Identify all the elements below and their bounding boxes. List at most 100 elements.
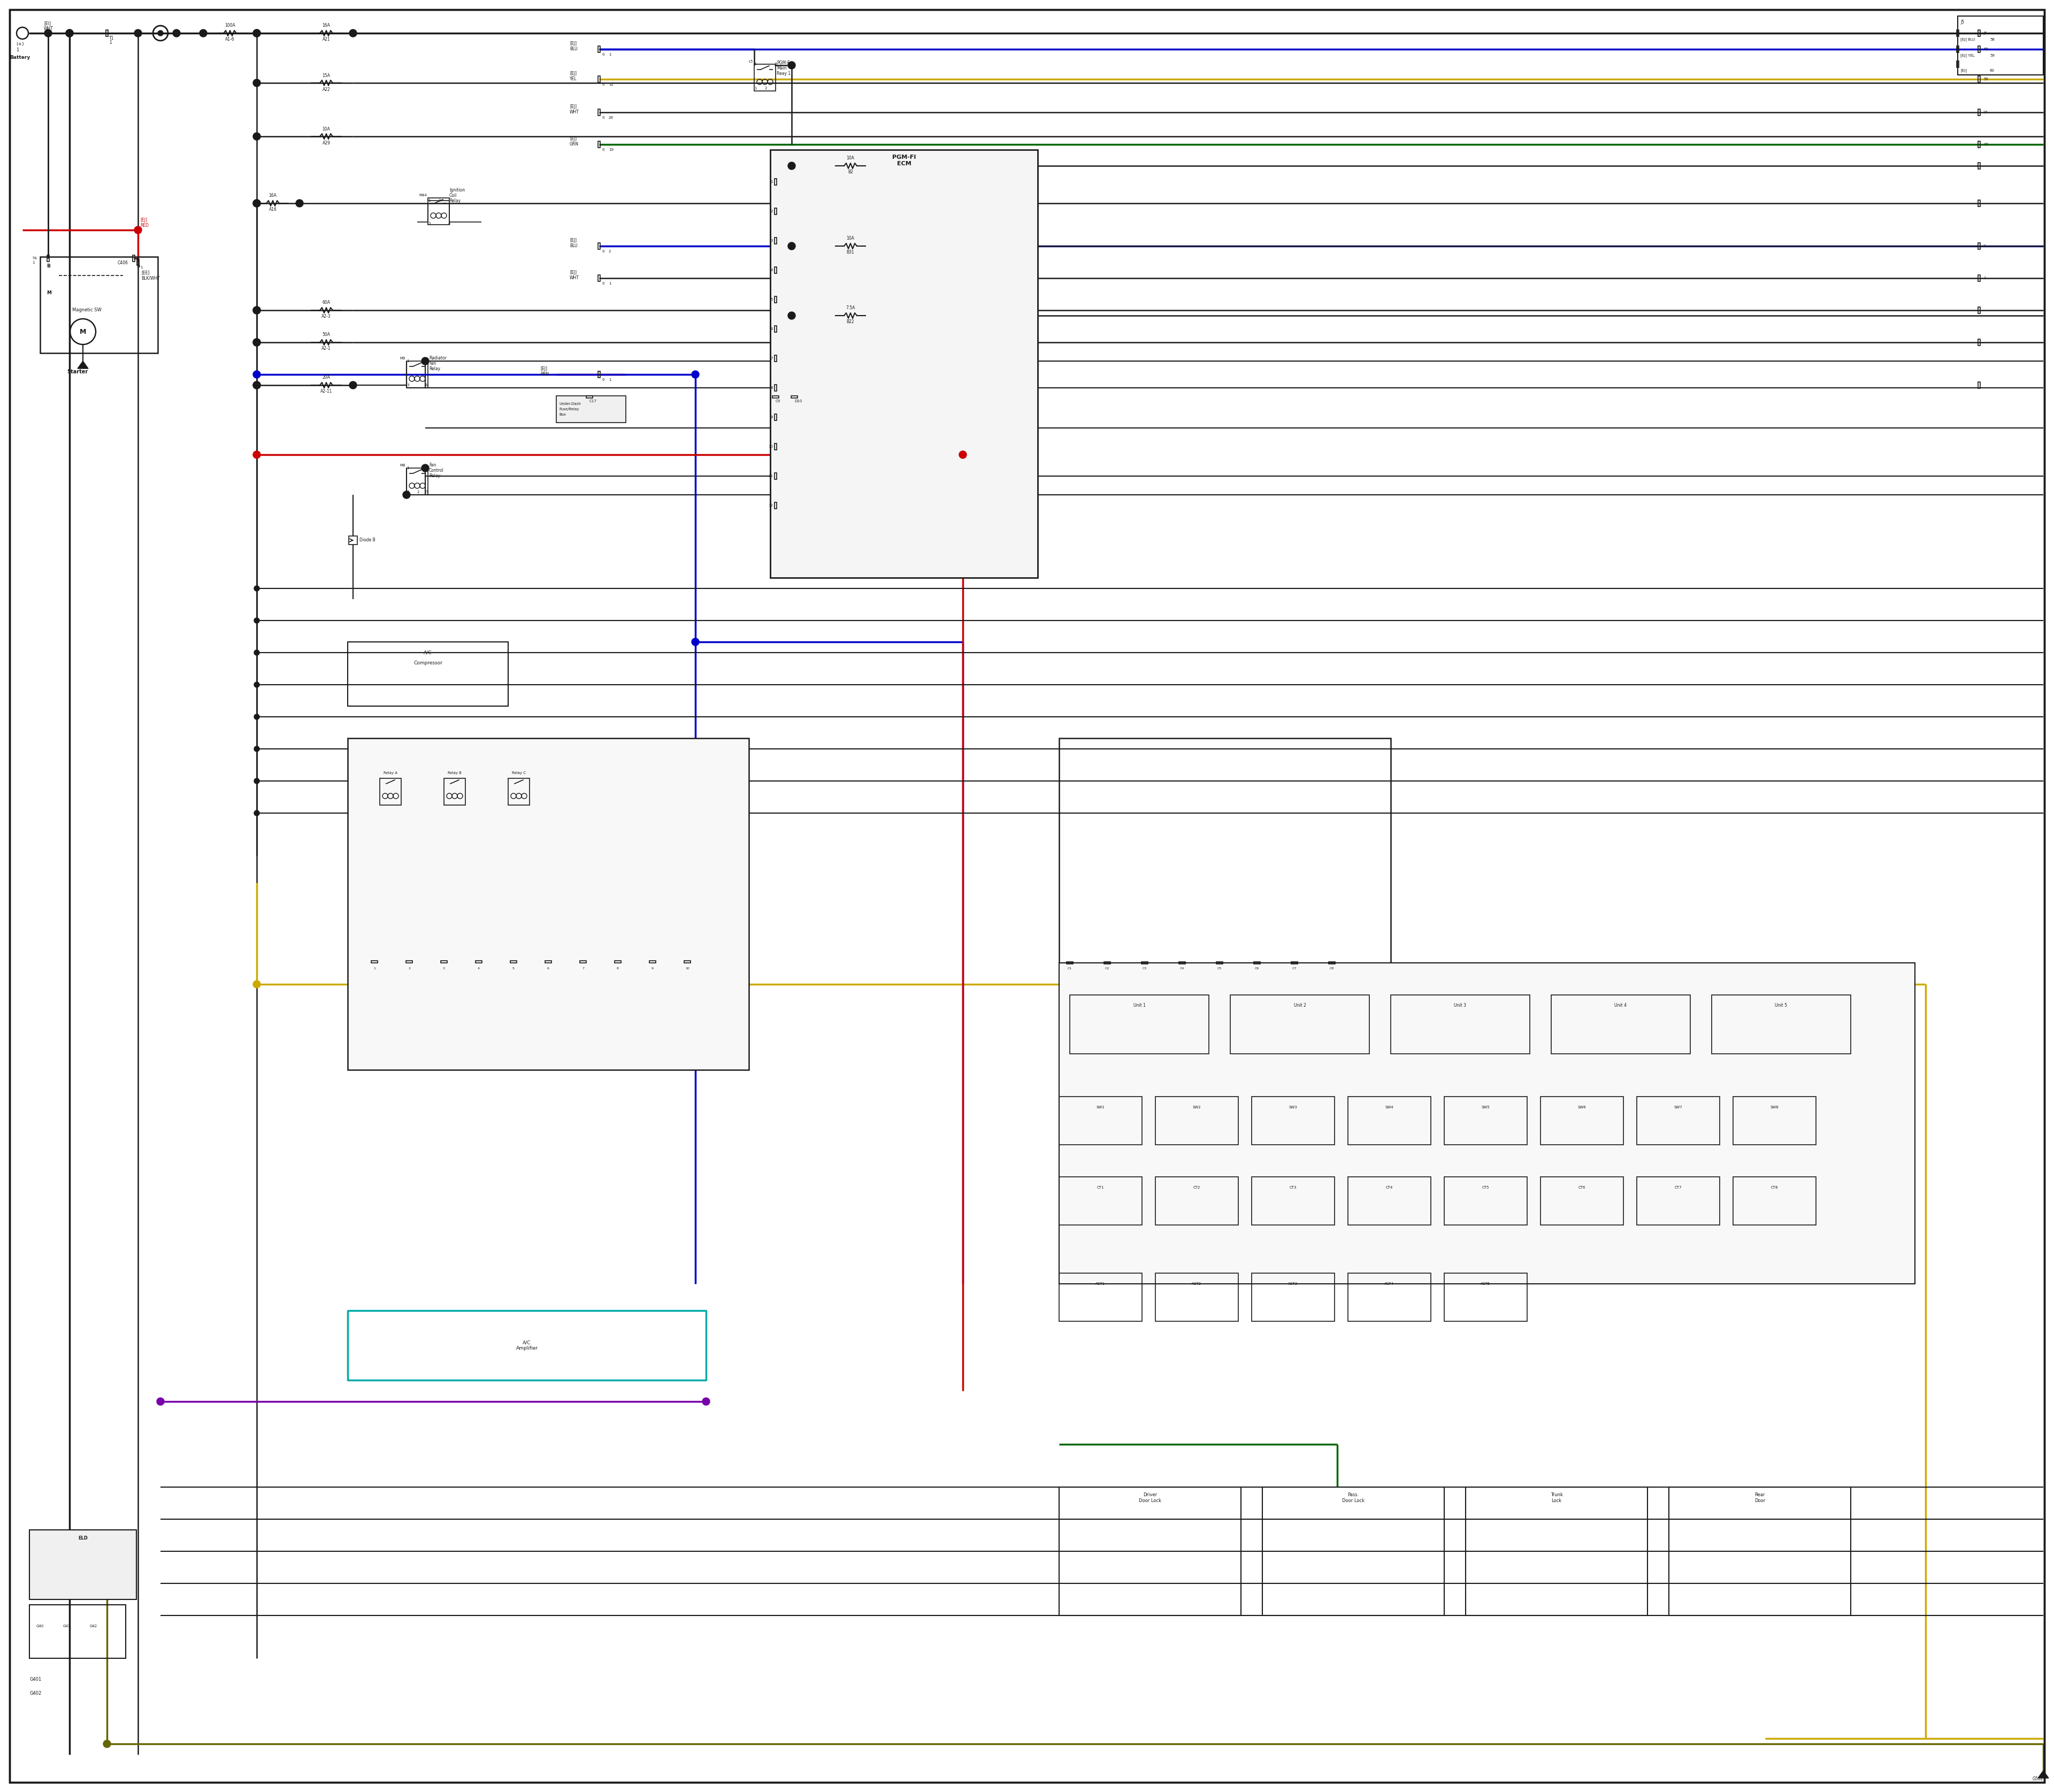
Bar [1551, 995, 1690, 1054]
Text: CT4: CT4 [1386, 1186, 1393, 1190]
Text: 3: 3 [407, 383, 409, 387]
Bar [1253, 962, 1261, 964]
Text: A2-1: A2-1 [322, 346, 331, 351]
Text: CT5: CT5 [1481, 1186, 1489, 1190]
Bar [444, 778, 466, 805]
Text: 19: 19 [1984, 143, 1988, 145]
Text: 24: 24 [608, 116, 614, 120]
Circle shape [253, 133, 261, 140]
Text: G40: G40 [37, 1625, 43, 1627]
Text: 8: 8 [770, 387, 772, 389]
Bar [791, 396, 797, 398]
Text: Control: Control [429, 468, 444, 473]
Text: 7: 7 [581, 968, 583, 969]
Bar [1230, 995, 1370, 1054]
Text: 2: 2 [440, 199, 442, 202]
Text: SW2: SW2 [1193, 1106, 1202, 1109]
Text: BLU: BLU [569, 47, 577, 52]
Text: [EJ]: [EJ] [569, 136, 577, 142]
Text: 12: 12 [768, 504, 772, 507]
Text: Relay C: Relay C [511, 771, 526, 774]
Text: Trunk
Lock: Trunk Lock [1551, 1493, 1563, 1503]
Text: Fan: Fan [429, 362, 435, 366]
Bar [1978, 306, 1980, 314]
Bar [579, 961, 585, 962]
Bar [774, 355, 776, 362]
Bar [774, 238, 776, 244]
Bar [1668, 1487, 1851, 1615]
Text: 16A: 16A [322, 23, 331, 29]
Text: C7: C7 [1292, 968, 1296, 969]
Circle shape [158, 30, 162, 36]
Text: Relay: Relay [429, 473, 440, 478]
Bar [1444, 1097, 1526, 1145]
Text: 4: 4 [448, 222, 450, 226]
Text: 0: 0 [602, 149, 604, 151]
Bar [1637, 1177, 1719, 1226]
Text: T1: T1 [109, 36, 115, 41]
Text: Unit 5: Unit 5 [1775, 1004, 1787, 1009]
Bar [774, 502, 776, 509]
Text: 58: 58 [1990, 38, 1994, 41]
Text: BLK/WHT: BLK/WHT [142, 276, 160, 281]
Bar [1978, 142, 1980, 147]
Circle shape [692, 638, 698, 645]
Text: 4: 4 [479, 968, 481, 969]
Text: M: M [47, 290, 51, 296]
Bar [614, 961, 620, 962]
Text: 4: 4 [770, 269, 772, 272]
Bar [1391, 995, 1530, 1054]
Bar [29, 1606, 125, 1658]
Bar [1978, 109, 1980, 115]
Text: SW5: SW5 [1481, 1106, 1489, 1109]
Text: Coil: Coil [450, 194, 456, 197]
Text: CT6: CT6 [1577, 1186, 1586, 1190]
Text: BRN: BRN [540, 373, 548, 376]
Text: 4: 4 [425, 466, 427, 470]
Text: 0: 0 [602, 82, 604, 86]
Text: CT8: CT8 [1771, 1186, 1779, 1190]
Circle shape [253, 306, 261, 314]
Circle shape [253, 980, 261, 987]
Text: L5: L5 [750, 59, 754, 63]
Circle shape [253, 79, 261, 86]
Text: Starter: Starter [68, 369, 88, 375]
Text: 15A: 15A [322, 73, 331, 77]
Bar [1978, 339, 1980, 346]
Bar [47, 254, 49, 262]
Text: ACT5: ACT5 [1481, 1283, 1491, 1285]
Text: Driver
Door Lock: Driver Door Lock [1138, 1493, 1161, 1503]
Bar [774, 385, 776, 391]
Text: 1: 1 [754, 86, 756, 90]
Text: 0: 0 [602, 249, 604, 253]
Text: M9: M9 [401, 357, 405, 360]
Text: 8: 8 [616, 968, 618, 969]
Circle shape [253, 199, 261, 208]
Circle shape [253, 371, 261, 378]
Text: 4: 4 [754, 63, 756, 66]
Text: 1: 1 [407, 360, 409, 362]
Bar [1978, 244, 1980, 249]
Text: 4: 4 [425, 383, 427, 387]
Circle shape [253, 306, 261, 314]
Bar [1978, 75, 1980, 82]
Bar [29, 1530, 136, 1600]
Text: C4: C4 [1179, 968, 1185, 969]
Text: 1: 1 [608, 54, 612, 56]
Bar [1070, 995, 1210, 1054]
Text: 1: 1 [770, 181, 772, 183]
Bar [1251, 1177, 1335, 1226]
Text: [EJ]: [EJ] [569, 104, 577, 109]
Circle shape [692, 371, 698, 378]
Bar [1957, 61, 1960, 68]
Text: T4: T4 [33, 256, 37, 260]
Bar [770, 151, 1037, 577]
Bar [754, 65, 776, 91]
Text: 0: 0 [602, 116, 604, 120]
Bar [347, 1310, 707, 1380]
Circle shape [789, 61, 795, 70]
Text: ACT4: ACT4 [1384, 1283, 1395, 1285]
Circle shape [66, 29, 74, 38]
Text: WHT: WHT [43, 27, 53, 30]
Text: Unit 2: Unit 2 [1294, 1004, 1306, 1009]
